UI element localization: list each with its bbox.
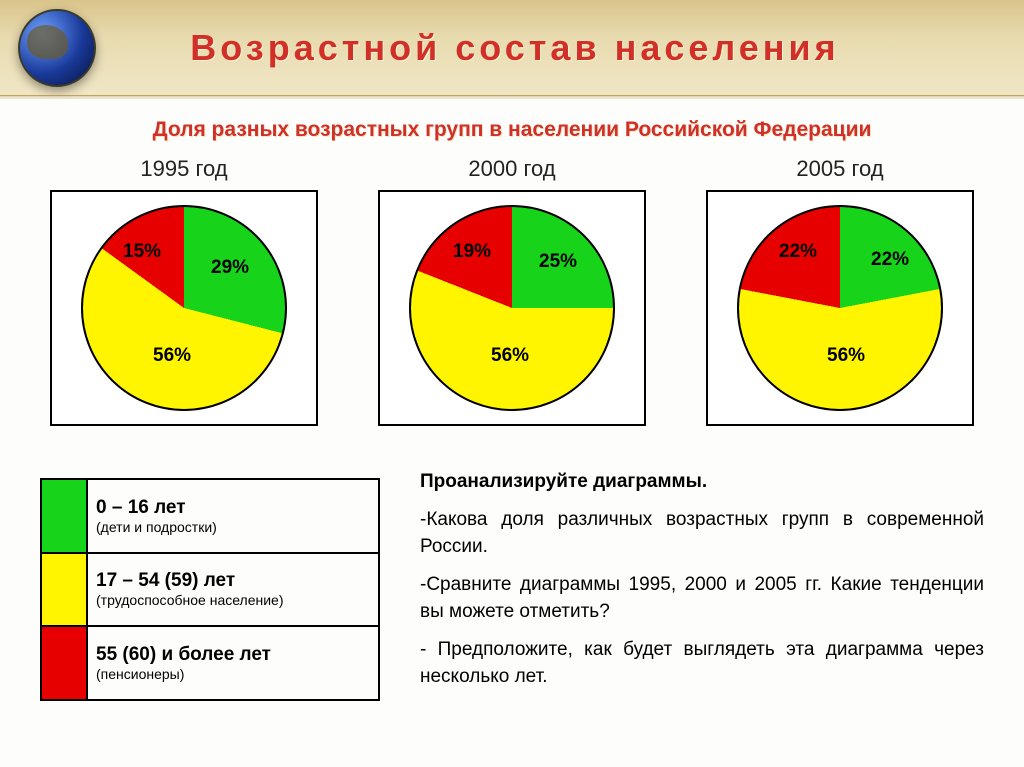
pie-chart: 25% 56% 19% xyxy=(409,205,615,411)
task-item: -Какова доля различных возрастных групп … xyxy=(420,506,984,561)
chart-column: 2000 год 25% 56% 19% xyxy=(378,156,646,426)
slice-label-red: 22% xyxy=(779,241,817,263)
tasks-panel: Проанализируйте диаграммы. -Какова доля р… xyxy=(420,468,984,701)
legend-swatch xyxy=(41,553,87,627)
pie-chart: 22% 56% 22% xyxy=(737,205,943,411)
legend-swatch xyxy=(41,626,87,700)
task-item: - Предположите, как будет выглядеть эта … xyxy=(420,636,984,691)
chart-year: 2000 год xyxy=(468,156,555,182)
slice-label-yellow: 56% xyxy=(827,345,865,367)
pie-chart: 29% 56% 15% xyxy=(81,205,287,411)
charts-row: 1995 год 29% 56% 15% 2000 год 25% 56% 19% 2005 г… xyxy=(0,156,1024,426)
slice-label-red: 19% xyxy=(453,241,491,263)
page-title: Возрастной состав населения xyxy=(96,27,1024,69)
chart-column: 2005 год 22% 56% 22% xyxy=(706,156,974,426)
slice-label-green: 25% xyxy=(539,251,577,273)
chart-frame: 22% 56% 22% xyxy=(706,190,974,426)
slice-label-yellow: 56% xyxy=(491,345,529,367)
bottom-row: 0 – 16 лет(дети и подростки)17 – 54 (59)… xyxy=(0,468,1024,701)
legend-label: 17 – 54 (59) лет(трудоспособное населени… xyxy=(87,553,379,627)
legend-row: 0 – 16 лет(дети и подростки) xyxy=(41,479,379,553)
slice-label-yellow: 56% xyxy=(153,345,191,367)
legend-label-main: 55 (60) и более лет xyxy=(96,644,370,666)
legend-row: 17 – 54 (59) лет(трудоспособное населени… xyxy=(41,553,379,627)
legend-label-sub: (пенсионеры) xyxy=(96,666,370,682)
tasks-lead: Проанализируйте диаграммы. xyxy=(420,468,984,496)
chart-year: 2005 год xyxy=(796,156,883,182)
globe-icon xyxy=(18,9,96,87)
task-item: -Сравните диаграммы 1995, 2000 и 2005 гг… xyxy=(420,571,984,626)
legend-label-sub: (трудоспособное население) xyxy=(96,592,370,608)
header-banner: Возрастной состав населения xyxy=(0,0,1024,96)
legend-label-main: 0 – 16 лет xyxy=(96,497,370,519)
chart-year: 1995 год xyxy=(140,156,227,182)
legend-label-main: 17 – 54 (59) лет xyxy=(96,570,370,592)
legend-label: 55 (60) и более лет(пенсионеры) xyxy=(87,626,379,700)
slice-label-green: 29% xyxy=(211,257,249,279)
legend-row: 55 (60) и более лет(пенсионеры) xyxy=(41,626,379,700)
chart-column: 1995 год 29% 56% 15% xyxy=(50,156,318,426)
legend-label: 0 – 16 лет(дети и подростки) xyxy=(87,479,379,553)
slice-label-red: 15% xyxy=(123,241,161,263)
legend-table: 0 – 16 лет(дети и подростки)17 – 54 (59)… xyxy=(40,478,380,701)
legend-label-sub: (дети и подростки) xyxy=(96,519,370,535)
slice-label-green: 22% xyxy=(871,249,909,271)
chart-frame: 25% 56% 19% xyxy=(378,190,646,426)
subtitle: Доля разных возрастных групп в населении… xyxy=(0,118,1024,142)
legend-swatch xyxy=(41,479,87,553)
chart-frame: 29% 56% 15% xyxy=(50,190,318,426)
